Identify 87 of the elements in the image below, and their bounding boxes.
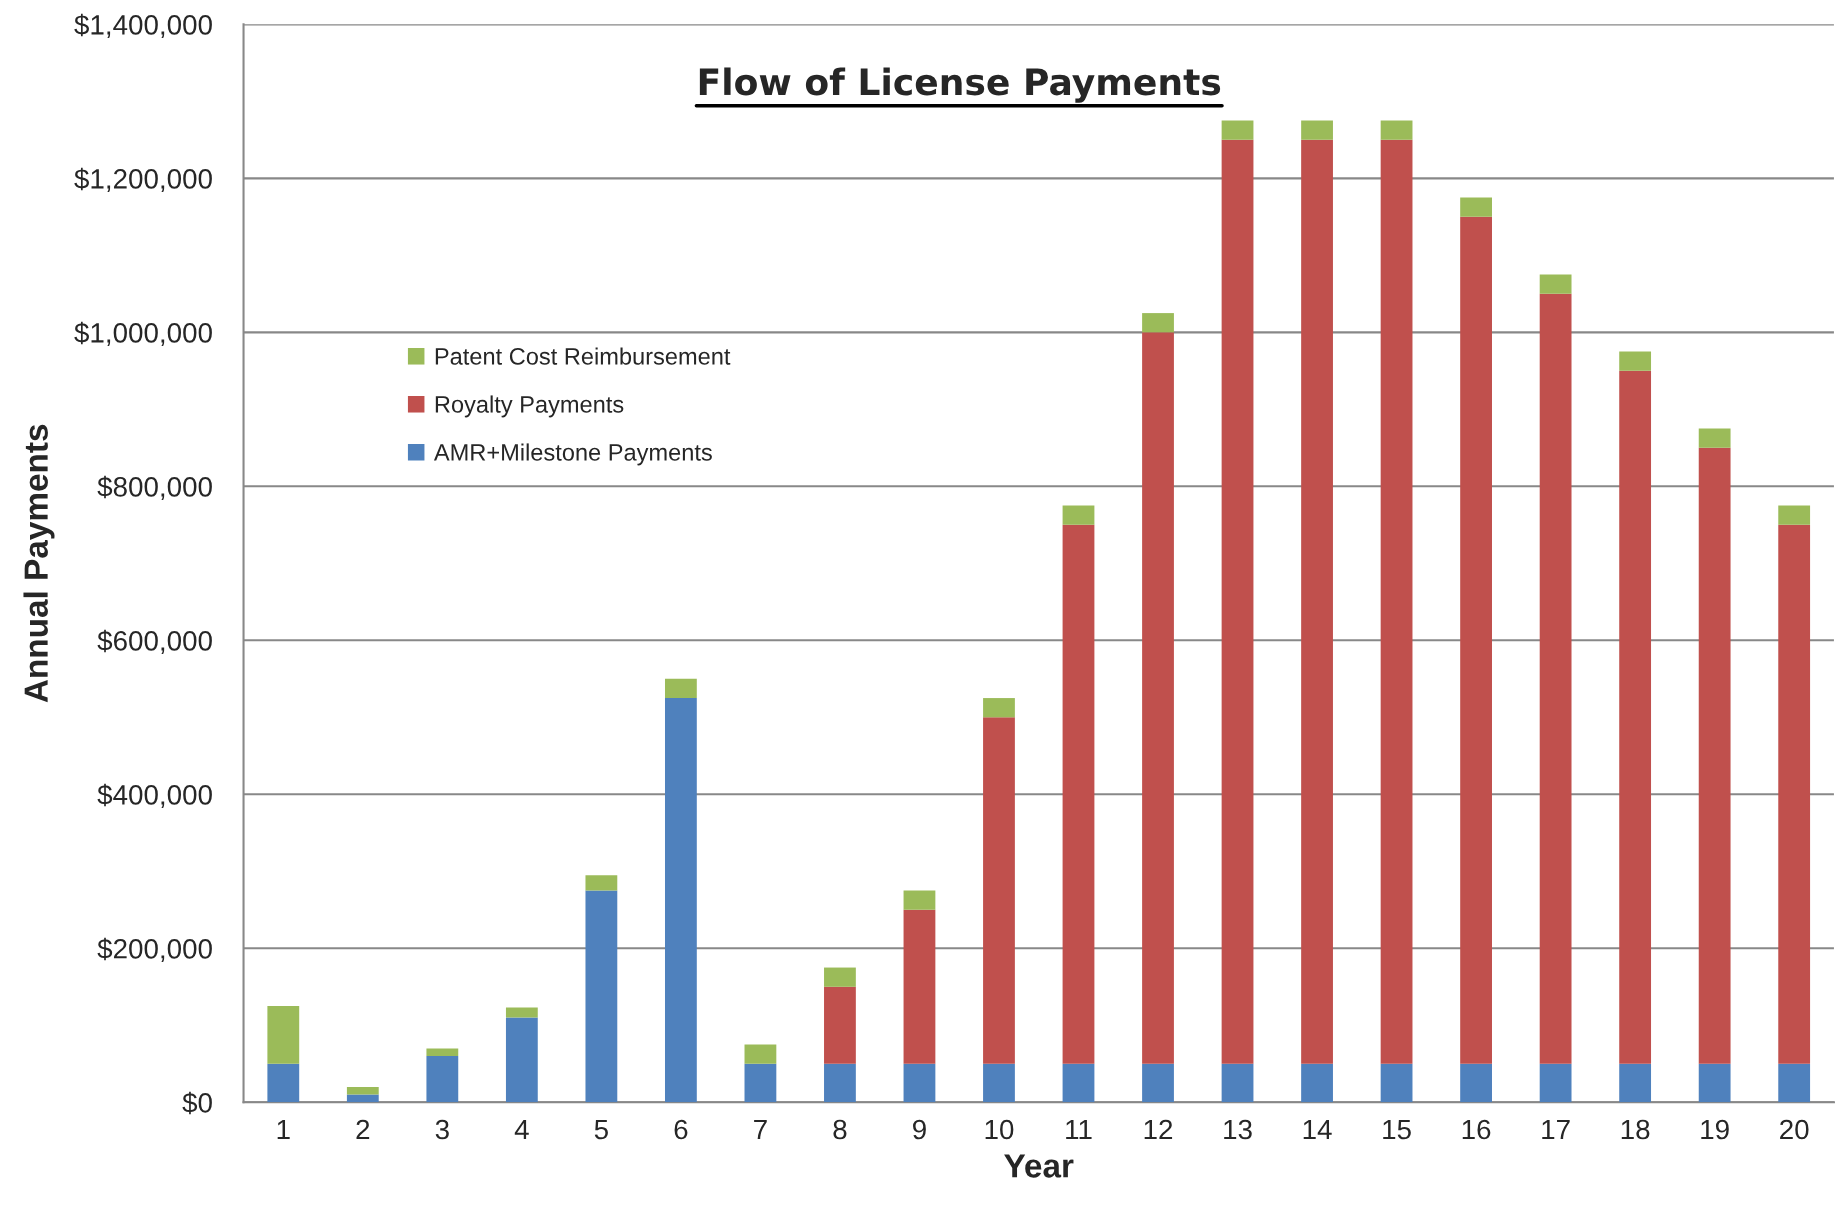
bar [585,875,618,891]
bar [1221,120,1254,140]
y-axis-title: Annual Payments [23,424,55,703]
legend-label: Royalty Payments [435,395,624,418]
bar [505,1017,538,1103]
legend-label: Patent Cost Reimbursement [435,347,731,365]
bar [1778,1063,1811,1103]
text: Flow of License Payments [699,67,1221,103]
x-tick-label: 14 [1303,1119,1332,1140]
x-tick-label: 16 [1462,1119,1491,1140]
bar [1698,428,1731,448]
x-tick-label: 12 [1144,1119,1173,1140]
x-tick-label: 6 [674,1119,688,1140]
bar [1460,1063,1492,1103]
x-tick-label: 9 [913,1119,926,1140]
bar [1380,139,1413,1064]
x-tick-label: 18 [1621,1119,1650,1140]
bar [664,698,697,1103]
bar [903,890,936,910]
y-tick-label: $600,000 [97,629,212,654]
x-tick-label: 1 [277,1119,290,1140]
bar [824,1063,856,1103]
y-tick-label: $1,400,000 [74,13,212,38]
bar [1619,351,1652,371]
bar [1142,332,1174,1064]
bar [505,1007,538,1018]
x-tick-label: 4 [514,1119,529,1140]
bar [1142,1063,1174,1103]
bar [983,717,1015,1064]
bar [1062,1063,1095,1103]
bar [1062,505,1095,525]
x-tick-label: 5 [594,1119,608,1140]
bar [1142,313,1174,333]
y-tick-label: $200,000 [97,937,212,962]
x-tick-label: 8 [833,1119,847,1140]
bar [1778,505,1811,525]
bar [664,678,697,699]
bar [346,1094,379,1103]
bar [1221,1063,1254,1103]
bar [1460,216,1492,1064]
bar [1698,447,1731,1064]
x-tick-label: 10 [985,1119,1014,1140]
bar [1301,139,1333,1064]
y-tick-label: $0 [182,1091,212,1115]
bar [1380,120,1413,140]
bar [1539,293,1572,1064]
x-tick-label: 17 [1542,1119,1570,1140]
x-tick-label: 15 [1383,1119,1411,1140]
bar [903,909,936,1064]
x-tick-label: 19 [1701,1119,1729,1140]
x-tick-label: 3 [435,1119,449,1140]
bar [267,1006,300,1064]
bar [1221,139,1254,1064]
x-axis-title: Year [1004,1154,1074,1178]
y-tick-label: $800,000 [97,475,212,500]
bar [903,1063,936,1103]
bar [1460,197,1492,217]
x-tick-label: 2 [356,1119,370,1140]
bar [983,1063,1015,1103]
bar [1301,120,1333,140]
bar [426,1056,459,1103]
bar [824,986,856,1064]
bar [824,967,856,987]
legend-label: AMR+Milestone Payments [433,443,712,466]
bar [1380,1063,1413,1103]
bar [983,698,1015,718]
bar [1539,274,1572,294]
bar [585,890,618,1103]
y-tick-label: $1,200,000 [74,167,212,192]
bar [1619,1063,1652,1103]
bar [426,1048,459,1057]
x-tick-label: 11 [1066,1119,1092,1140]
bar [1539,1063,1572,1103]
bar [346,1086,379,1095]
bar [744,1044,777,1064]
bar [1619,370,1652,1064]
bar [1301,1063,1333,1103]
bar [744,1063,777,1103]
bar [1062,524,1095,1064]
bar [267,1063,300,1103]
bar [1778,524,1811,1064]
bar [1698,1063,1731,1103]
y-tick-label: $400,000 [97,783,212,808]
x-tick-label: 13 [1224,1119,1252,1140]
x-tick-label: 7 [754,1119,767,1140]
x-tick-label: 20 [1780,1119,1809,1140]
y-tick-label: $1,000,000 [74,321,212,346]
